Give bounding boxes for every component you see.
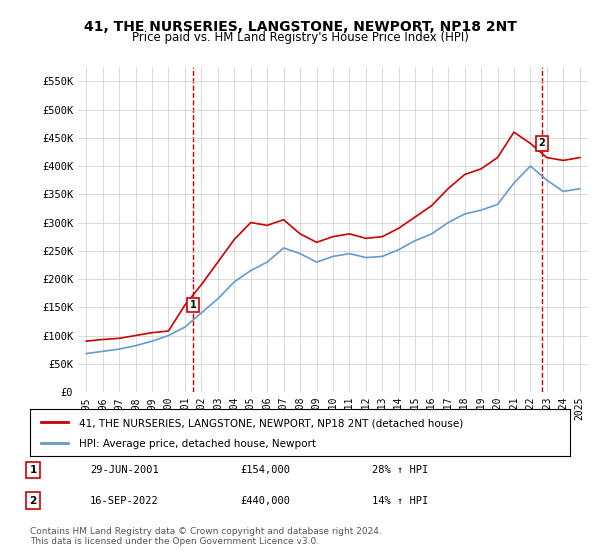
Text: £154,000: £154,000	[240, 465, 290, 475]
Text: Contains HM Land Registry data © Crown copyright and database right 2024.
This d: Contains HM Land Registry data © Crown c…	[30, 526, 382, 546]
Text: 28% ↑ HPI: 28% ↑ HPI	[372, 465, 428, 475]
Text: 16-SEP-2022: 16-SEP-2022	[90, 496, 159, 506]
Text: 14% ↑ HPI: 14% ↑ HPI	[372, 496, 428, 506]
Text: 1: 1	[29, 465, 37, 475]
Text: 2: 2	[539, 138, 545, 148]
Text: 2: 2	[29, 496, 37, 506]
Text: Price paid vs. HM Land Registry's House Price Index (HPI): Price paid vs. HM Land Registry's House …	[131, 31, 469, 44]
Text: 41, THE NURSERIES, LANGSTONE, NEWPORT, NP18 2NT (detached house): 41, THE NURSERIES, LANGSTONE, NEWPORT, N…	[79, 418, 463, 428]
Text: HPI: Average price, detached house, Newport: HPI: Average price, detached house, Newp…	[79, 439, 316, 449]
Text: 1: 1	[190, 300, 197, 310]
Text: 41, THE NURSERIES, LANGSTONE, NEWPORT, NP18 2NT: 41, THE NURSERIES, LANGSTONE, NEWPORT, N…	[83, 20, 517, 34]
Text: 29-JUN-2001: 29-JUN-2001	[90, 465, 159, 475]
Text: £440,000: £440,000	[240, 496, 290, 506]
